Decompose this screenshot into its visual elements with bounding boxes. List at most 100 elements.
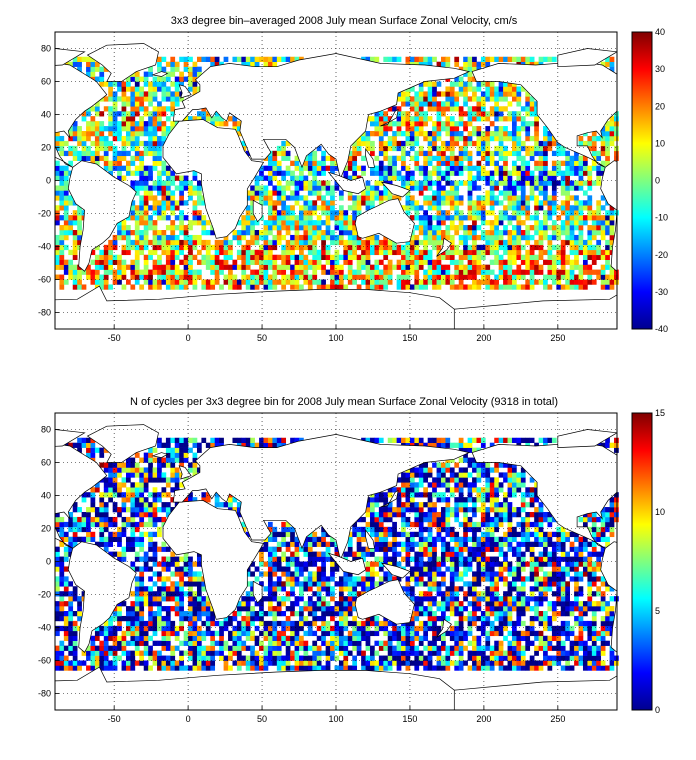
heatmap-cell xyxy=(578,244,584,251)
heatmap-cell xyxy=(183,630,189,637)
heatmap-cell xyxy=(143,556,149,562)
heatmap-cell xyxy=(86,452,91,458)
heatmap-cell xyxy=(383,234,389,241)
heatmap-cell xyxy=(361,650,366,656)
heatmap-cell xyxy=(201,620,207,627)
heatmap-cell xyxy=(245,665,251,671)
heatmap-cell xyxy=(303,239,309,246)
heatmap-cell xyxy=(174,630,180,637)
heatmap-cell xyxy=(63,180,69,186)
heatmap-cell xyxy=(272,437,278,443)
heatmap-cell xyxy=(148,279,153,285)
heatmap-cell xyxy=(303,551,309,557)
heatmap-cell xyxy=(418,180,424,186)
heatmap-cell xyxy=(312,620,318,627)
heatmap-cell xyxy=(445,155,451,161)
heatmap-cell xyxy=(267,635,273,641)
heatmap-cell xyxy=(99,640,105,646)
heatmap-cell xyxy=(316,230,322,236)
heatmap-cell xyxy=(458,121,464,127)
heatmap-cell xyxy=(480,279,486,285)
heatmap-cell xyxy=(281,200,287,206)
heatmap-cell xyxy=(196,591,202,597)
heatmap-cell xyxy=(148,175,153,181)
heatmap-cell xyxy=(418,259,424,265)
heatmap-cell xyxy=(480,56,486,62)
heatmap-cell xyxy=(387,259,393,265)
heatmap-cell xyxy=(392,249,397,256)
heatmap-cell xyxy=(241,620,247,627)
heatmap-cell xyxy=(148,81,153,87)
heatmap-cell xyxy=(325,165,331,171)
heatmap-cell xyxy=(125,536,131,542)
heatmap-cell xyxy=(307,655,313,661)
heatmap-cell xyxy=(130,541,136,547)
heatmap-cell xyxy=(401,116,406,122)
heatmap-cell xyxy=(130,239,136,246)
heatmap-cell xyxy=(143,225,149,231)
heatmap-cell xyxy=(121,259,127,265)
heatmap-cell xyxy=(325,576,331,582)
heatmap-cell xyxy=(281,531,287,538)
heatmap-cell xyxy=(63,615,69,622)
heatmap-cell xyxy=(432,135,437,142)
heatmap-cell xyxy=(472,200,477,206)
heatmap-cell xyxy=(396,195,402,201)
heatmap-cell xyxy=(307,551,313,557)
heatmap-cell xyxy=(485,81,491,87)
heatmap-cell xyxy=(161,66,167,72)
heatmap-cell xyxy=(125,521,131,528)
heatmap-cell xyxy=(520,195,526,201)
heatmap-cell xyxy=(365,56,371,62)
heatmap-cell xyxy=(254,655,260,661)
heatmap-cell xyxy=(117,175,122,181)
heatmap-cell xyxy=(605,230,610,236)
heatmap-cell xyxy=(161,106,167,112)
heatmap-cell xyxy=(458,279,464,285)
heatmap-cell xyxy=(529,225,535,231)
heatmap-cell xyxy=(294,230,300,236)
heatmap-cell xyxy=(463,254,468,260)
heatmap-cell xyxy=(139,625,145,632)
heatmap-cell xyxy=(81,269,87,275)
heatmap-cell xyxy=(241,220,247,226)
heatmap-cell xyxy=(352,165,358,171)
heatmap-cell xyxy=(365,254,371,260)
heatmap-cell xyxy=(441,200,446,206)
heatmap-cell xyxy=(614,279,619,285)
heatmap-cell xyxy=(161,210,167,216)
heatmap-cell xyxy=(609,279,615,285)
heatmap-cell xyxy=(267,571,273,577)
heatmap-cell xyxy=(383,116,389,122)
heatmap-cell xyxy=(125,630,131,637)
heatmap-cell xyxy=(125,81,131,87)
heatmap-cell xyxy=(587,254,593,260)
heatmap-cell xyxy=(108,121,113,127)
heatmap-cell xyxy=(72,131,78,137)
heatmap-cell xyxy=(556,274,562,280)
heatmap-cell xyxy=(276,581,282,587)
heatmap-cell xyxy=(565,274,570,280)
heatmap-cell xyxy=(68,274,74,280)
heatmap-cell xyxy=(365,615,371,622)
heatmap-cell xyxy=(214,269,220,275)
heatmap-cell xyxy=(152,591,158,597)
heatmap-cell xyxy=(454,244,460,251)
heatmap-cell xyxy=(170,586,176,592)
heatmap-cell xyxy=(267,536,273,542)
heatmap-cell xyxy=(352,175,358,181)
heatmap-cell xyxy=(183,615,189,622)
heatmap-cell xyxy=(507,234,513,241)
heatmap-cell xyxy=(605,244,610,251)
heatmap-cell xyxy=(321,635,326,641)
heatmap-cell xyxy=(454,131,460,137)
heatmap-cell xyxy=(485,135,491,142)
heatmap-cell xyxy=(409,116,415,122)
heatmap-cell xyxy=(272,210,278,216)
heatmap-cell xyxy=(139,185,145,191)
heatmap-cell xyxy=(582,254,588,260)
heatmap-cell xyxy=(157,160,162,166)
heatmap-cell xyxy=(529,249,535,256)
heatmap-cell xyxy=(347,635,353,641)
heatmap-cell xyxy=(365,561,371,567)
